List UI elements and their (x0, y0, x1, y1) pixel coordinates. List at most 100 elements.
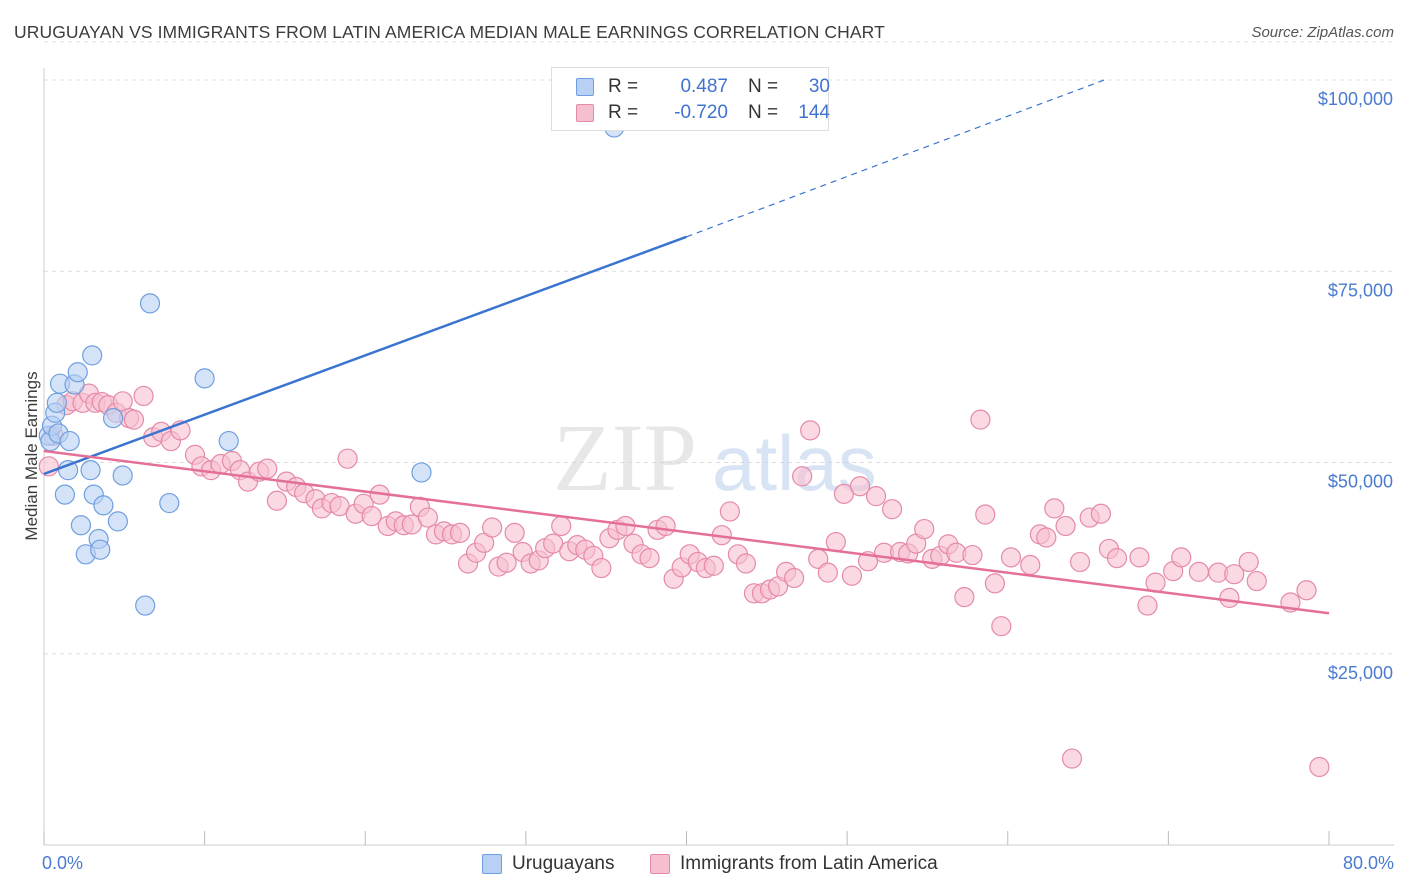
point-immigrants (1106, 548, 1128, 569)
point-immigrants (482, 517, 503, 538)
point-immigrants (975, 504, 996, 525)
point-immigrants (970, 409, 991, 430)
point-uruguayans (46, 392, 67, 413)
point-immigrants (1246, 570, 1267, 592)
x-tick-label-max: 80.0% (1343, 853, 1394, 873)
y-axis-label: Median Male Earnings (22, 371, 41, 540)
point-immigrants (449, 522, 471, 543)
point-uruguayans (411, 462, 432, 483)
point-immigrants (1219, 587, 1240, 609)
legend-r-label: R = (608, 102, 639, 123)
point-uruguayans (67, 362, 88, 383)
point-uruguayans (57, 460, 79, 481)
trend-line-uruguayans-extension (686, 79, 1105, 238)
y-tick-label: $75,000 (1328, 280, 1393, 300)
point-immigrants (800, 420, 821, 441)
point-immigrants (1188, 561, 1209, 582)
legend-row-uruguayans: R = 0.487 N = 30 (576, 73, 830, 101)
point-immigrants (792, 466, 813, 487)
correlation-legend: R = 0.487 N = 30 R = -0.720 N = 144 (551, 67, 830, 131)
series-uruguayans (38, 117, 625, 616)
bottom-legend-uruguayans: Uruguayans (482, 851, 614, 877)
point-immigrants (1069, 551, 1091, 573)
point-immigrants (1000, 547, 1022, 568)
chart-source: Source: ZipAtlas.com (1251, 24, 1394, 41)
point-immigrants (1129, 547, 1150, 568)
point-uruguayans (139, 293, 161, 314)
legend-n-value: 144 (798, 102, 830, 123)
point-uruguayans (194, 368, 215, 389)
point-immigrants (984, 573, 1006, 594)
point-immigrants (954, 587, 975, 608)
point-immigrants (496, 552, 517, 573)
point-immigrants (123, 409, 145, 430)
point-uruguayans (93, 495, 114, 516)
point-uruguayans (102, 408, 124, 429)
point-uruguayans (135, 595, 156, 616)
point-immigrants (1224, 564, 1245, 585)
point-immigrants (881, 499, 903, 520)
point-immigrants (1061, 748, 1083, 769)
point-immigrants (1044, 498, 1065, 519)
point-immigrants (1296, 580, 1317, 601)
point-immigrants (817, 562, 838, 583)
point-immigrants (112, 391, 133, 412)
point-immigrants (257, 458, 278, 479)
point-immigrants (1137, 595, 1158, 616)
trend-line-immigrants (43, 449, 1330, 615)
point-immigrants (1055, 515, 1076, 537)
point-immigrants (1036, 527, 1057, 548)
point-uruguayans (112, 465, 133, 486)
legend-n-label: N = (748, 102, 779, 123)
legend-n-value: 30 (808, 76, 830, 97)
point-uruguayans (59, 430, 80, 452)
point-uruguayans (218, 430, 239, 452)
legend-swatch-pink (576, 104, 594, 122)
point-uruguayans (159, 492, 180, 514)
point-immigrants (417, 507, 438, 528)
point-immigrants (914, 518, 935, 540)
point-uruguayans (70, 515, 92, 536)
bottom-legend-label: Uruguayans (512, 853, 615, 874)
legend-row-immigrants: R = -0.720 N = 144 (576, 99, 830, 127)
trend-line-uruguayans (43, 235, 687, 476)
point-uruguayans (107, 511, 128, 532)
watermark-zip: ZIP (553, 404, 697, 511)
point-immigrants (266, 490, 288, 511)
point-immigrants (1020, 554, 1041, 576)
point-immigrants (735, 553, 757, 574)
point-immigrants (639, 548, 660, 569)
x-axis-ticks (43, 831, 1330, 845)
point-immigrants (991, 616, 1012, 637)
point-immigrants (655, 515, 676, 537)
point-immigrants (849, 476, 871, 497)
legend-r-value: 0.487 (680, 76, 728, 97)
legend-r-value: -0.720 (674, 102, 728, 123)
bottom-legend-label: Immigrants from Latin America (680, 853, 938, 874)
x-tick-label-min: 0.0% (42, 853, 83, 873)
legend-swatch-blue (576, 78, 594, 96)
trend-lines (43, 79, 1330, 615)
point-uruguayans (80, 460, 101, 481)
bottom-legend-swatch-blue (482, 854, 502, 874)
point-uruguayans (54, 484, 75, 505)
point-uruguayans (90, 539, 111, 560)
y-tick-label: $25,000 (1328, 663, 1393, 683)
point-immigrants (591, 557, 612, 579)
bottom-legend-immigrants: Immigrants from Latin America (650, 851, 938, 877)
y-tick-label: $100,000 (1318, 89, 1393, 109)
watermark: ZIP atlas (553, 404, 877, 511)
legend-r-label: R = (608, 76, 639, 97)
point-immigrants (841, 565, 863, 586)
point-immigrants (1171, 547, 1192, 568)
chart-title: URUGUAYAN VS IMMIGRANTS FROM LATIN AMERI… (14, 22, 885, 42)
legend-n-label: N = (748, 76, 779, 97)
point-immigrants (703, 555, 724, 576)
point-immigrants (784, 567, 805, 589)
point-immigrants (337, 448, 358, 469)
y-tick-label: $50,000 (1328, 472, 1393, 492)
point-immigrants (1238, 551, 1259, 573)
point-immigrants (1090, 503, 1112, 524)
point-immigrants (361, 505, 382, 527)
